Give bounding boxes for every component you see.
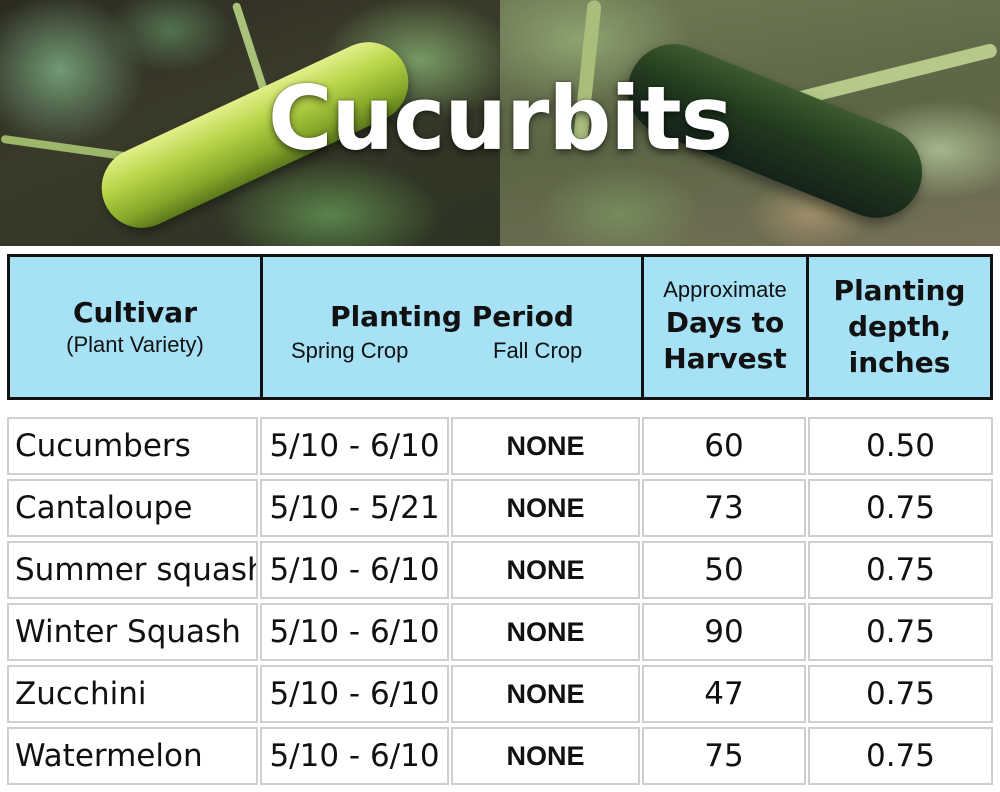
- cell-days-to-harvest: 90: [642, 603, 806, 661]
- table-body: Cucumbers 5/10 - 6/10 NONE 60 0.50 Canta…: [7, 415, 993, 787]
- header-cultivar: Cultivar (Plant Variety): [10, 257, 260, 397]
- header-planting-depth: Planting depth, inches: [809, 257, 990, 397]
- cell-planting-depth: 0.75: [808, 479, 993, 537]
- cell-days-to-harvest: 47: [642, 665, 806, 723]
- page-title: Cucurbits: [267, 67, 733, 170]
- header-divider: [260, 257, 263, 397]
- header-cultivar-sub: (Plant Variety): [66, 332, 204, 357]
- cell-spring-crop: 5/10 - 5/21: [260, 479, 449, 537]
- cell-cultivar: Watermelon: [7, 727, 258, 785]
- header-depth-line2: depth,: [847, 310, 952, 343]
- cell-days-to-harvest: 73: [642, 479, 806, 537]
- header-days-line2: Days to: [665, 306, 785, 339]
- header-days-line1: Approximate: [663, 277, 787, 302]
- table-row: Summer squash 5/10 - 6/10 NONE 50 0.75: [7, 539, 993, 601]
- header-depth-line3: inches: [848, 346, 951, 379]
- cell-spring-crop: 5/10 - 6/10: [260, 541, 449, 599]
- header-spring-crop: Spring Crop: [291, 338, 409, 363]
- header-days-to-harvest: Approximate Days to Harvest: [644, 257, 806, 397]
- cell-days-to-harvest: 75: [642, 727, 806, 785]
- cell-cultivar: Cucumbers: [7, 417, 258, 475]
- cell-days-to-harvest: 50: [642, 541, 806, 599]
- planting-table: Cultivar (Plant Variety) Planting Period…: [0, 246, 1000, 792]
- cell-planting-depth: 0.50: [808, 417, 993, 475]
- header-days-line3: Harvest: [663, 342, 787, 375]
- cell-planting-depth: 0.75: [808, 541, 993, 599]
- cell-planting-depth: 0.75: [808, 727, 993, 785]
- cell-cultivar: Summer squash: [7, 541, 258, 599]
- header-fall-crop: Fall Crop: [493, 338, 583, 363]
- header-planting-period-label: Planting Period: [330, 300, 574, 333]
- cucumber-photo: [0, 0, 500, 246]
- table-row: Cantaloupe 5/10 - 5/21 NONE 73 0.75: [7, 477, 993, 539]
- cell-spring-crop: 5/10 - 6/10: [260, 603, 449, 661]
- zucchini-photo: [500, 0, 1000, 246]
- cell-fall-crop: NONE: [451, 417, 640, 475]
- cell-planting-depth: 0.75: [808, 665, 993, 723]
- cell-spring-crop: 5/10 - 6/10: [260, 727, 449, 785]
- cell-planting-depth: 0.75: [808, 603, 993, 661]
- cell-spring-crop: 5/10 - 6/10: [260, 417, 449, 475]
- cell-fall-crop: NONE: [451, 479, 640, 537]
- cell-days-to-harvest: 60: [642, 417, 806, 475]
- header-divider: [641, 257, 644, 397]
- banner: Cucurbits: [0, 0, 1000, 246]
- cell-cultivar: Cantaloupe: [7, 479, 258, 537]
- header-crop-labels: Spring Crop Fall Crop: [263, 337, 641, 367]
- table-row: Winter Squash 5/10 - 6/10 NONE 90 0.75: [7, 601, 993, 663]
- header-depth-line1: Planting: [833, 274, 966, 307]
- cell-cultivar: Winter Squash: [7, 603, 258, 661]
- cell-fall-crop: NONE: [451, 727, 640, 785]
- header-planting-period: Planting Period Spring Crop Fall Crop: [263, 257, 641, 397]
- table-row: Zucchini 5/10 - 6/10 NONE 47 0.75: [7, 663, 993, 725]
- table-header: Cultivar (Plant Variety) Planting Period…: [7, 254, 993, 400]
- table-row: Cucumbers 5/10 - 6/10 NONE 60 0.50: [7, 415, 993, 477]
- cell-fall-crop: NONE: [451, 541, 640, 599]
- cell-fall-crop: NONE: [451, 603, 640, 661]
- cell-spring-crop: 5/10 - 6/10: [260, 665, 449, 723]
- cell-cultivar: Zucchini: [7, 665, 258, 723]
- cell-fall-crop: NONE: [451, 665, 640, 723]
- header-cultivar-label: Cultivar: [72, 296, 198, 329]
- table-row: Watermelon 5/10 - 6/10 NONE 75 0.75: [7, 725, 993, 787]
- header-divider: [806, 257, 809, 397]
